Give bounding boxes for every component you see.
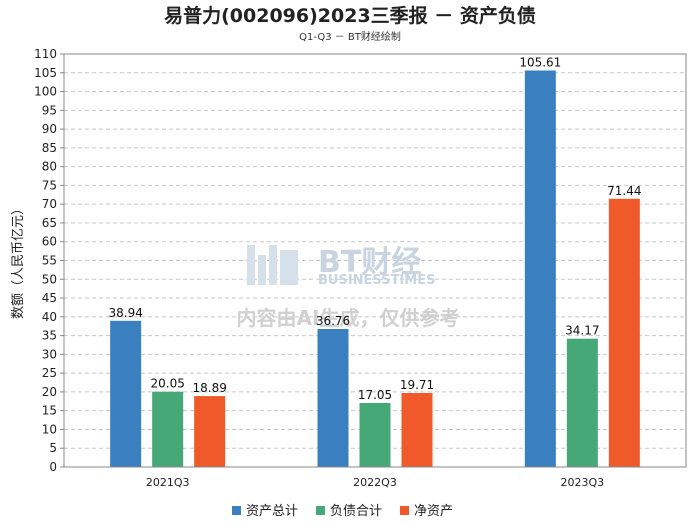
y-tick-label: 70	[42, 197, 57, 211]
y-tick-label: 75	[42, 178, 57, 192]
data-label: 20.05	[150, 377, 184, 391]
legend-swatch	[232, 506, 241, 515]
data-label: 34.17	[565, 324, 599, 338]
y-tick-label: 30	[42, 347, 57, 361]
y-tick-label: 80	[42, 160, 57, 174]
bar	[524, 70, 556, 467]
x-axis-ticks: 2021Q3 2022Q3 2023Q3	[146, 476, 604, 489]
y-tick-label: 15	[42, 404, 57, 418]
watermark-notice: 内容由AI生成，仅供参考	[237, 306, 460, 330]
bar	[566, 338, 598, 467]
data-label: 71.44	[607, 184, 641, 198]
y-tick-label: 105	[34, 66, 57, 80]
gridlines	[64, 72, 686, 449]
legend-item: 资产总计	[246, 504, 298, 519]
watermark-brand-en: BUSINESSTIMES	[318, 273, 435, 288]
x-tick-label: 2023Q3	[561, 476, 605, 489]
data-label: 105.61	[519, 55, 561, 69]
legend-swatch	[316, 506, 325, 515]
y-axis-ticks: 0 5 10 15 20 25 30 35 40 45 50 55 60 65 70 75 80 85 90 95 10…	[34, 47, 64, 474]
y-tick-label: 90	[42, 122, 57, 136]
y-tick-label: 85	[42, 141, 57, 155]
bars	[110, 70, 640, 467]
bar	[152, 391, 184, 467]
y-tick-label: 5	[49, 441, 57, 455]
bar	[317, 328, 349, 467]
x-tick-label: 2022Q3	[353, 476, 397, 489]
y-tick-label: 40	[42, 310, 57, 324]
data-label: 38.94	[108, 306, 142, 320]
y-tick-label: 45	[42, 291, 57, 305]
y-tick-label: 60	[42, 235, 57, 249]
chart-title: 易普力(002096)2023三季报 － 资产负债	[164, 4, 536, 27]
bar	[110, 320, 142, 467]
legend-item: 净资产	[414, 504, 453, 519]
bar	[401, 392, 433, 467]
watermark-brand: BT财经	[318, 245, 421, 280]
legend-swatch	[400, 506, 409, 515]
legend-item: 负债合计	[330, 504, 382, 519]
bar	[194, 396, 226, 467]
bar	[359, 402, 391, 467]
y-axis-label: 数额（人民币亿元）	[11, 202, 26, 319]
y-tick-label: 110	[34, 47, 57, 61]
y-tick-label: 0	[49, 460, 57, 474]
data-label: 36.76	[316, 314, 350, 328]
bar	[608, 198, 640, 467]
y-tick-label: 10	[42, 422, 57, 436]
y-tick-label: 50	[42, 272, 57, 286]
y-tick-label: 20	[42, 385, 57, 399]
y-tick-label: 100	[34, 85, 57, 99]
data-label: 18.89	[192, 381, 226, 395]
legend: 资产总计 负债合计 净资产	[232, 504, 453, 519]
y-tick-label: 35	[42, 329, 57, 343]
data-labels: 38.94 20.05 18.89 36.76 17.05 19.71 105.61 34.1…	[108, 55, 641, 402]
watermark-logo-icon	[247, 245, 298, 285]
chart-subtitle: Q1-Q3 － BT财经绘制	[299, 30, 401, 43]
y-tick-label: 55	[42, 254, 57, 268]
data-label: 19.71	[400, 378, 434, 392]
watermark: BT财经 BUSINESSTIMES 内容由AI生成，仅供参考	[237, 245, 460, 330]
y-tick-label: 95	[42, 103, 57, 117]
y-tick-label: 65	[42, 216, 57, 230]
data-label: 17.05	[358, 388, 392, 402]
y-tick-label: 25	[42, 366, 57, 380]
x-tick-label: 2021Q3	[146, 476, 190, 489]
